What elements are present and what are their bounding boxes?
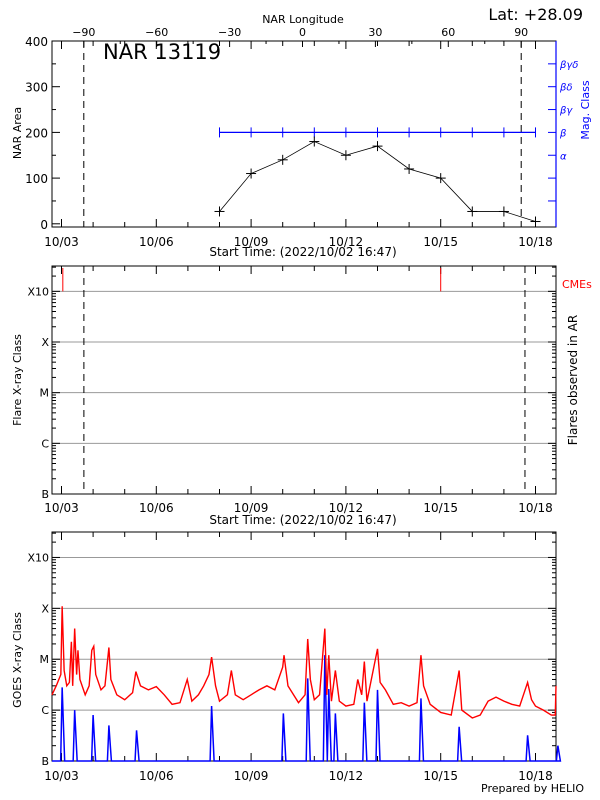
goes-ylabel: GOES X-ray Class [11,612,24,708]
area-point [214,206,225,217]
area-point [372,141,383,152]
longitude-tick-label: 90 [514,26,528,39]
credit-label: Prepared by HELIO [481,782,584,795]
x-tick-label: 10/09 [234,501,269,515]
y-tick-label: X [41,336,49,349]
x-tick-label: 10/15 [423,235,458,249]
goes-short-channel-line [52,655,562,762]
magclass-tick-label: βδ [559,83,573,94]
area-point [498,206,509,217]
y-tick-label: M [40,653,50,666]
flare-ylabel: Flare X-ray Class [11,334,24,426]
area-point [340,150,351,161]
area-point [404,163,415,174]
x-tick-label: 10/12 [329,501,364,515]
area-ylabel: NAR Area [11,107,24,159]
flare-y2label: Flares observed in AR [566,315,580,445]
x-tick-label: 10/03 [44,769,79,783]
area-point [246,168,257,179]
x-tick-label: 10/06 [139,235,174,249]
region-title: NAR 13119 [103,40,221,64]
latitude-label: Lat: +28.09 [488,5,583,24]
x-tick-label: 10/06 [139,501,174,515]
magclass-tick-label: β [559,128,567,139]
y-tick-label: C [41,437,49,450]
longitude-tick-label: −90 [72,26,95,39]
x-tick-label: 10/18 [518,501,553,515]
longitude-tick-label: −60 [145,26,168,39]
area-series-line [219,141,536,222]
area-point [435,173,446,184]
area-point [277,154,288,165]
longitude-tick-label: 0 [299,26,306,39]
x-tick-label: 10/18 [518,235,553,249]
longitude-axis-label: NAR Longitude [262,13,344,26]
magclass-ylabel: Mag. Class [579,80,592,139]
x-tick-label: 10/12 [329,235,364,249]
y-tick-label: X [41,602,49,615]
magclass-tick-label: βγ [559,106,573,117]
y-tick-label: X10 [27,551,49,564]
y-tick-label: M [40,387,50,400]
x-tick-label: 10/15 [423,769,458,783]
magclass-tick-label: α [560,151,567,162]
y-tick-label: X10 [27,285,49,298]
x-tick-label: 10/15 [423,501,458,515]
longitude-tick-label: 30 [368,26,382,39]
magclass-tick-label: βγδ [559,60,578,71]
plot-frame [51,265,557,495]
area-point [530,216,541,227]
area-point [467,206,478,217]
x-tick-label: 10/09 [234,769,269,783]
y-tick-label: 100 [25,172,48,186]
cme-label: CMEs [562,278,592,291]
x-tick-label: 10/06 [139,769,174,783]
longitude-tick-label: 60 [441,26,455,39]
area-point [309,136,320,147]
goes-long-channel-line [51,606,557,719]
longitude-tick-label: −30 [218,26,241,39]
area-xlabel: Start Time: (2022/10/02 16:47) [209,245,396,259]
x-tick-label: 10/03 [44,235,79,249]
y-tick-label: B [41,488,49,501]
y-tick-label: C [41,704,49,717]
y-tick-label: 200 [25,126,48,140]
flare-xlabel: Start Time: (2022/10/02 16:47) [209,513,396,527]
plot-frame [51,531,557,762]
x-tick-label: 10/18 [518,769,553,783]
y-tick-label: 400 [25,35,48,49]
x-tick-label: 10/03 [44,501,79,515]
y-tick-label: 0 [40,218,48,232]
y-tick-label: B [41,755,49,768]
x-tick-label: 10/09 [234,235,269,249]
plot-frame [51,40,557,228]
y-tick-label: 300 [25,81,48,95]
x-tick-label: 10/12 [329,769,364,783]
